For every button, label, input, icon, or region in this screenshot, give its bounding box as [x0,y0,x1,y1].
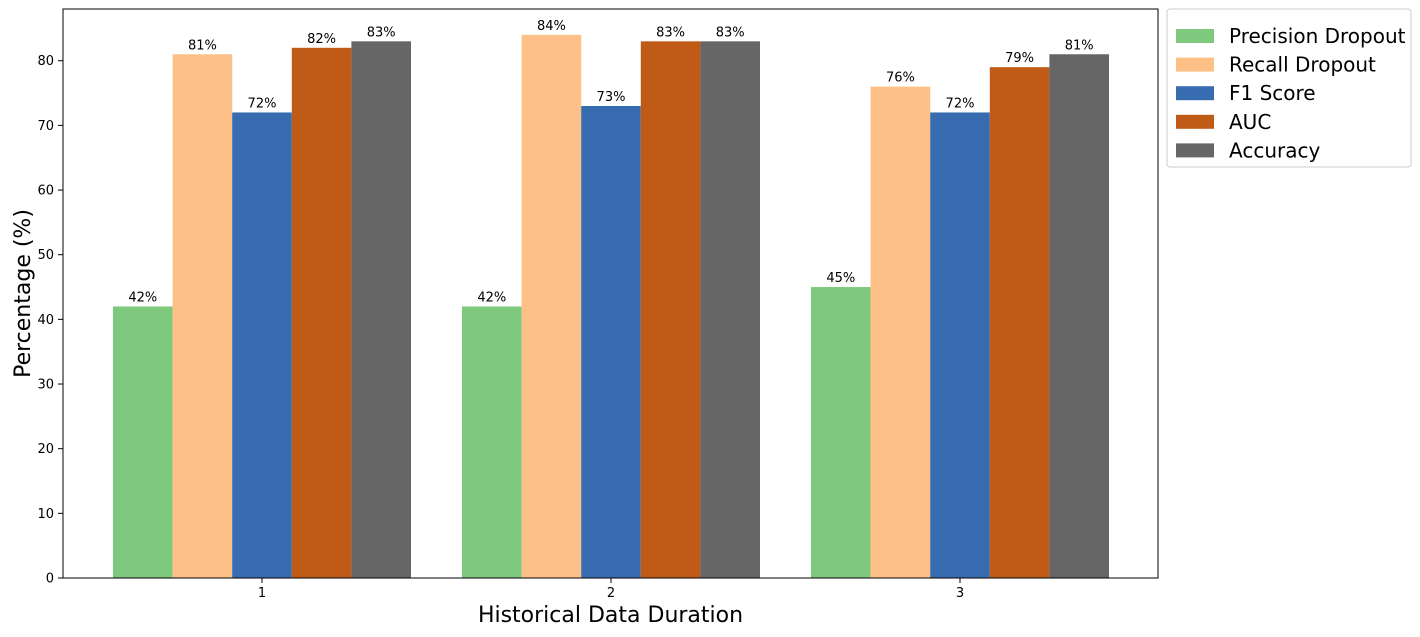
y-tick-label: 40 [37,313,54,328]
x-axis: 1 2 3 [258,578,964,601]
bar-accuracy-1 [351,41,411,579]
bar-precision-dropout-1 [113,306,173,578]
bar-value-label: 72% [248,96,277,111]
bar-value-label: 73% [597,90,626,105]
bar-f1-score-1 [232,112,292,579]
y-tick-label: 30 [37,378,54,393]
bar-value-label: 83% [367,25,396,40]
x-tick-label: 3 [956,586,964,601]
bar-recall-dropout-2 [521,34,582,578]
legend-swatch-accuracy [1176,143,1214,158]
legend-items: Precision Dropout Recall Dropout F1 Score A… [1176,24,1406,162]
bar-accuracy-3 [1049,54,1109,579]
bar-value-label: 42% [128,290,157,305]
x-axis-title: Historical Data Duration [478,603,743,628]
y-tick-label: 20 [37,442,54,457]
y-tick-label: 70 [37,119,54,134]
bar-value-label: 81% [1065,38,1094,53]
x-tick-label: 1 [258,586,266,601]
legend-label-precision-dropout: Precision Dropout [1229,24,1406,48]
y-axis: 0 10 20 30 40 50 60 70 80 [37,54,63,587]
legend-swatch-auc [1176,114,1214,129]
bar-value-label: 81% [188,38,217,53]
y-tick-label: 80 [37,54,54,69]
bar-recall-dropout-3 [870,86,931,578]
bar-precision-dropout-3 [811,287,871,578]
legend-frame [1166,8,1412,168]
legend-swatch-precision-dropout [1176,29,1214,43]
legend-label-recall-dropout: Recall Dropout [1229,53,1376,77]
bar-labels-layer: 42% 81% 72% 82% 83% 42% 84% 73% 83% 83% 45% 76% 72% 7… [128,19,1093,306]
bar-value-label: 83% [656,25,685,40]
bar-value-label: 42% [477,290,506,305]
bar-recall-dropout-1 [172,54,233,579]
legend-label-f1-score: F1 Score [1229,81,1316,105]
bar-value-label: 83% [716,25,745,40]
legend: Precision Dropout Recall Dropout F1 Score A… [1166,8,1412,168]
bar-value-label: 72% [946,96,975,111]
legend-label-auc: AUC [1229,110,1271,134]
bar-accuracy-2 [700,41,760,579]
bar-value-label: 82% [307,32,336,47]
bar-value-label: 76% [886,71,915,86]
legend-label-accuracy: Accuracy [1229,138,1320,162]
bars-layer [113,34,1109,579]
x-tick-label: 2 [607,586,615,601]
bar-f1-score-3 [930,112,990,579]
bar-value-label: 84% [537,19,566,34]
y-tick-label: 60 [37,184,54,199]
bar-precision-dropout-2 [462,306,522,578]
bar-auc-3 [989,67,1050,579]
bar-auc-1 [291,47,352,578]
y-tick-label: 50 [37,248,54,263]
bar-f1-score-2 [581,105,641,578]
bar-auc-2 [640,41,701,579]
y-tick-label: 10 [37,507,54,522]
legend-swatch-recall-dropout [1176,57,1214,72]
bar-value-label: 45% [826,271,855,286]
bar-value-label: 79% [1005,51,1034,66]
y-axis-title: Percentage (%) [11,209,36,378]
y-tick-label: 0 [46,572,54,587]
legend-swatch-f1-score [1176,86,1214,101]
